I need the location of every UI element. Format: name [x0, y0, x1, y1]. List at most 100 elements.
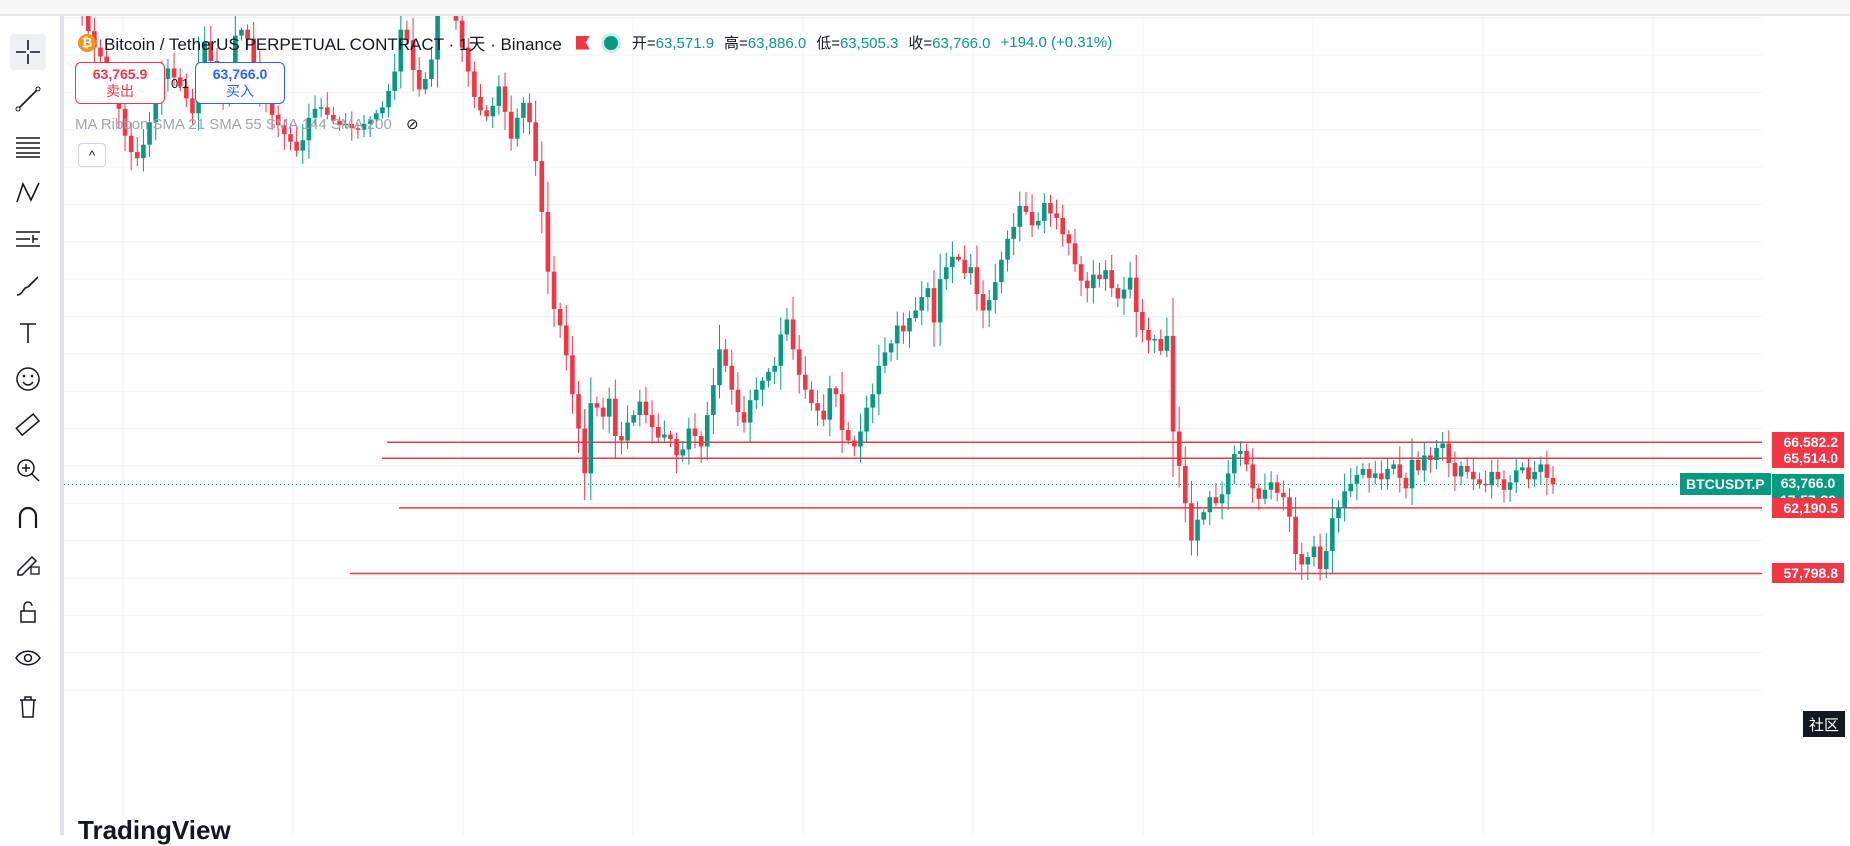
candle-body — [269, 101, 275, 115]
candle-body — [582, 428, 587, 474]
text-icon — [20, 323, 36, 343]
indicator-legend[interactable]: MA Ribbon SMA 21 SMA 55 SMA 144 SMA 200 … — [75, 115, 419, 133]
chart-grid — [64, 16, 1762, 835]
candle-body — [876, 365, 882, 395]
candle-body — [809, 389, 814, 404]
candle-body — [919, 297, 925, 311]
trash-tool[interactable] — [10, 688, 46, 724]
candle-body — [1293, 516, 1298, 555]
candle-body — [367, 119, 373, 124]
candle-body — [839, 394, 845, 431]
candle-body — [968, 267, 974, 274]
candle-body — [514, 117, 520, 139]
zoom-in-icon — [17, 459, 40, 482]
tradingview-logo: TradingView — [78, 815, 231, 846]
candle-body — [1428, 455, 1433, 460]
candle-body — [747, 400, 753, 423]
candle-body — [827, 388, 833, 420]
trend-line-tool[interactable] — [10, 81, 46, 117]
candle-body — [1029, 211, 1035, 226]
candle-body — [1152, 338, 1157, 341]
candle-body — [1421, 455, 1427, 471]
zoom-in-tool[interactable] — [10, 452, 46, 488]
ruler-icon — [15, 413, 41, 437]
low-value: 低=63,505.3 — [816, 35, 899, 52]
candle-body — [539, 161, 545, 212]
ruler-tool[interactable] — [10, 407, 46, 443]
candle-body — [1164, 335, 1170, 351]
candle-body — [435, 16, 440, 60]
candle-body — [1213, 497, 1219, 504]
magnet-tool[interactable] — [10, 500, 46, 536]
flag-icon[interactable] — [575, 35, 590, 50]
candle-body — [1520, 467, 1525, 471]
candle-body — [1538, 464, 1544, 472]
candle-body — [784, 319, 790, 335]
candle-body — [1299, 554, 1305, 565]
candle-body — [1287, 497, 1292, 517]
candle-body — [943, 267, 949, 280]
unlock-tool[interactable] — [10, 594, 46, 630]
quantity-value[interactable]: 0.1 — [170, 75, 190, 91]
candle-body — [1023, 205, 1029, 212]
candle-body — [386, 90, 391, 108]
trash-icon — [20, 696, 36, 718]
candle-body — [1464, 465, 1470, 472]
buy-button[interactable]: 63,766.0 买入 — [195, 62, 285, 104]
crosshair-tool[interactable] — [10, 34, 46, 70]
candle-body — [723, 349, 728, 366]
sell-label: 卖出 — [106, 83, 134, 99]
candle-body — [1305, 557, 1311, 565]
drawing-toolbar — [0, 16, 64, 835]
text-tool[interactable] — [10, 315, 46, 351]
candle-body — [803, 374, 808, 390]
bitcoin-icon: ₿ — [78, 33, 96, 52]
candle-body — [1550, 477, 1556, 485]
candle-body — [1366, 468, 1372, 478]
lock-drawing-tool[interactable] — [10, 544, 46, 580]
pattern-tool[interactable] — [10, 175, 46, 211]
candle-body — [649, 415, 655, 428]
candle-body — [1170, 335, 1176, 432]
community-button[interactable]: 社区 — [1803, 711, 1845, 737]
candle-body — [392, 71, 397, 91]
candle-body — [1281, 492, 1286, 498]
candle-body — [141, 144, 146, 159]
price-chart[interactable]: 102,500.0100,000.097,500.095,000.092,500… — [64, 16, 1762, 835]
candle-body — [619, 436, 624, 441]
collapse-legend-button[interactable]: ^ — [78, 143, 106, 167]
candle-body — [1532, 471, 1537, 480]
candle-body — [85, 16, 91, 32]
candle-body — [1048, 202, 1053, 214]
candle-body — [355, 128, 361, 130]
tradingview-logo-text: TradingView — [78, 815, 231, 845]
forecast-tool[interactable] — [10, 221, 46, 257]
candle-body — [1513, 470, 1519, 483]
candle-body — [766, 371, 771, 381]
change-value: +194.0 (+0.31%) — [1000, 34, 1113, 51]
fib-retracement-icon — [16, 137, 40, 158]
candle-body — [184, 86, 189, 99]
fib-retracement-tool[interactable] — [10, 128, 46, 164]
candle-body — [1348, 483, 1354, 492]
candle-body — [692, 428, 698, 437]
candle-body — [772, 365, 777, 372]
candle-body — [496, 86, 502, 106]
candle-body — [704, 415, 710, 447]
sell-button[interactable]: 63,765.9 卖出 — [75, 62, 165, 104]
candlestick-series — [81, 16, 1556, 581]
candle-body — [1458, 465, 1464, 477]
symbol-title[interactable]: Bitcoin / TetherUS PERPETUAL CONTRACT · … — [104, 35, 562, 54]
emoji-tool[interactable] — [10, 361, 46, 397]
brush-tool[interactable] — [10, 268, 46, 304]
candle-body — [870, 394, 876, 408]
candle-body — [821, 410, 826, 420]
candle-body — [1158, 338, 1164, 351]
hide-indicator-icon[interactable]: ⊘ — [406, 116, 419, 133]
candle-body — [312, 108, 318, 118]
eye-tool[interactable] — [10, 640, 46, 676]
candle-body — [1232, 453, 1237, 474]
candle-body — [1360, 468, 1366, 475]
candle-body — [655, 427, 661, 438]
candle-body — [931, 288, 937, 323]
